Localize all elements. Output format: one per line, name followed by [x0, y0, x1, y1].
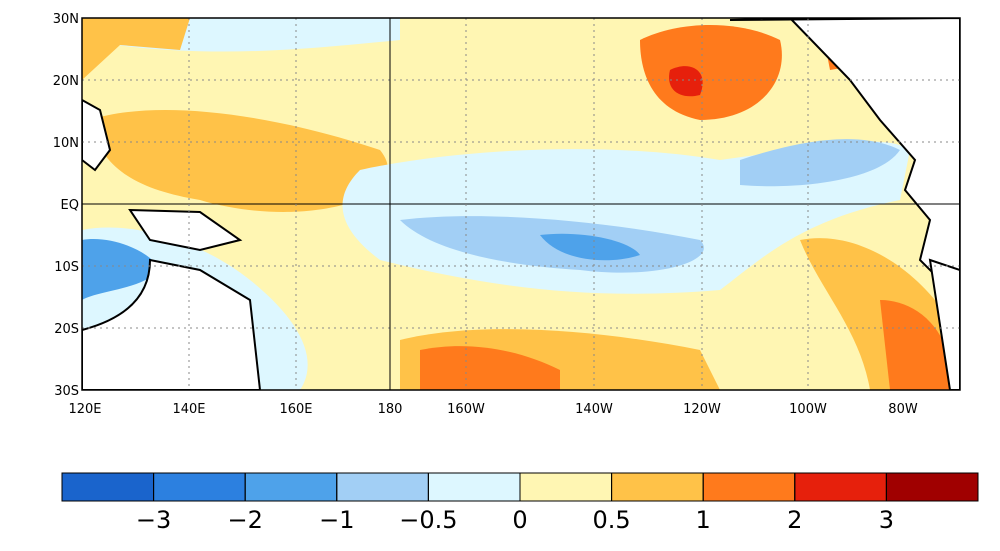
lon-label: 180 — [378, 402, 403, 417]
colorbar-tick-label: −1 — [319, 506, 354, 534]
colorbar-segment — [702, 472, 796, 502]
lon-label: 140E — [172, 402, 205, 417]
colorbar-segment — [61, 472, 155, 502]
colorbar-segment — [244, 472, 338, 502]
colorbar-tick-label: 3 — [879, 506, 894, 534]
lat-label: EQ — [61, 198, 79, 213]
lon-label: 140W — [575, 402, 613, 417]
blob — [420, 346, 560, 390]
lon-label: 120W — [683, 402, 721, 417]
lon-label: 160W — [447, 402, 485, 417]
land-australia — [82, 258, 262, 390]
blob — [880, 300, 950, 390]
lat-label: 20S — [54, 322, 79, 337]
colorbar-tick-label: −2 — [228, 506, 263, 534]
colorbar-segment — [336, 472, 429, 502]
blob — [740, 139, 900, 187]
lon-label: 80W — [888, 402, 918, 417]
colorbar-tick-label: 1 — [696, 506, 711, 534]
colorbar-segment — [427, 472, 521, 502]
blob — [90, 110, 388, 212]
blob — [82, 18, 190, 80]
blob — [540, 233, 640, 261]
colorbar-segment — [885, 472, 979, 502]
colorbar-tick-label: 0.5 — [593, 506, 631, 534]
colorbar-segment — [519, 472, 613, 502]
colorbar-segment — [153, 472, 246, 502]
colorbar-tick-label: −3 — [136, 506, 171, 534]
blob — [640, 25, 782, 120]
colorbar-tick-label: 2 — [787, 506, 802, 534]
blob — [669, 66, 703, 97]
lon-label: 100W — [789, 402, 827, 417]
land-americas — [729, 18, 960, 302]
colorbar-tick-label: −0.5 — [399, 506, 457, 534]
grid — [82, 18, 960, 390]
land-philippines — [82, 98, 112, 172]
colorbar-segment — [794, 472, 887, 502]
map-frame — [81, 17, 961, 391]
blob — [82, 239, 160, 300]
axis-labels: 30N 20N 10N EQ 10S 20S 30S 120E 140E 160E 180 160W 1… — [53, 12, 918, 417]
lat-label: 20N — [53, 74, 79, 89]
colorbar-segment — [611, 472, 704, 502]
colorbar-tick-label: 0 — [512, 506, 527, 534]
lat-label: 30S — [54, 384, 79, 399]
lat-label: 30N — [53, 12, 79, 27]
lon-label: 160E — [279, 402, 312, 417]
lat-label: 10N — [53, 136, 79, 151]
land-south-america — [928, 258, 960, 390]
colorbar: −3 −2 −1 −0.5 0 0.5 1 2 3 — [61, 472, 979, 534]
lat-label: 10S — [54, 260, 79, 275]
land-new-guinea — [128, 208, 243, 252]
lon-label: 120E — [68, 402, 101, 417]
